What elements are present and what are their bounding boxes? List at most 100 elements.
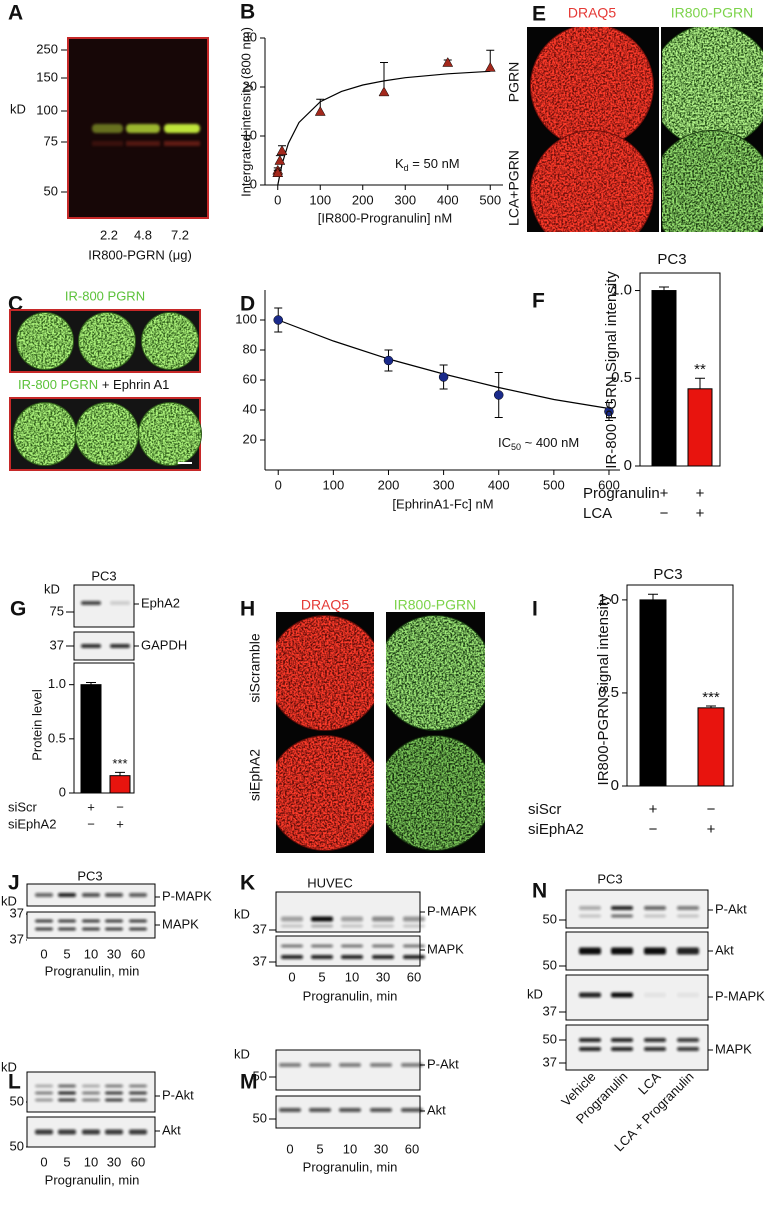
image-label: IR-800 PGRN: [65, 288, 145, 303]
unit-label: kD: [234, 1046, 250, 1061]
blot-band: [372, 955, 394, 959]
gel-band: [126, 124, 160, 133]
data-point: [604, 406, 614, 417]
marker-label: 75: [50, 603, 64, 618]
image-column: [386, 615, 485, 851]
panel-letter: D: [240, 293, 255, 316]
row-label: siEphA2: [247, 749, 263, 801]
blot-band: [579, 947, 601, 955]
blot-band: [644, 906, 666, 910]
row-label: siScramble: [247, 633, 263, 702]
annotation-part: K: [395, 156, 404, 171]
image-label-part: + Ephrin A1: [98, 377, 169, 392]
blot-band: [341, 924, 363, 928]
annotation: IC50 ~ 400 nM: [498, 435, 579, 452]
blot-label: P-MAPK: [715, 988, 765, 1003]
data-point: [276, 145, 288, 155]
blot-band: [110, 601, 130, 605]
marker-label: 37: [10, 931, 24, 946]
lane-label: 0: [286, 1141, 293, 1156]
panel-letter: M: [240, 1071, 258, 1094]
condition-mark: +: [696, 505, 705, 522]
data-point: [273, 315, 283, 325]
blot-band: [105, 1098, 123, 1102]
blot-label: EphA2: [141, 595, 180, 610]
panel-letter: L: [8, 1071, 21, 1094]
column-label: DRAQ5: [301, 597, 349, 613]
bar: [80, 684, 102, 794]
blot-label: P-Akt: [162, 1087, 194, 1102]
y-tick-label: 0.5: [611, 369, 632, 386]
blot-band: [644, 947, 666, 955]
marker-label: 50: [10, 1138, 24, 1153]
well-signal: [139, 403, 201, 465]
data-point: [442, 56, 454, 67]
lane-label: 60: [131, 946, 145, 961]
condition-mark: +: [116, 816, 124, 831]
blot-band: [579, 1047, 601, 1051]
well-signal: [276, 736, 374, 850]
blot-band: [579, 906, 601, 910]
blot-band: [105, 919, 123, 923]
condition-mark: −: [649, 821, 658, 838]
panel-letter: E: [532, 3, 546, 26]
blot-band: [129, 1084, 147, 1088]
marker-label: 50: [543, 911, 557, 926]
blot-band: [129, 1129, 147, 1135]
condition-label: siScr: [528, 801, 561, 818]
marker-label: 37: [253, 953, 267, 968]
blot-band: [82, 893, 100, 897]
gel-band: [92, 124, 123, 133]
condition-mark: +: [660, 485, 669, 502]
x-tick-label: 0: [274, 192, 281, 207]
blot-band: [129, 927, 147, 931]
blot-band: [644, 914, 666, 918]
unit-label: kD: [234, 906, 250, 921]
y-tick-label: 100: [235, 311, 257, 326]
blot-label: P-Akt: [715, 901, 747, 916]
condition-label: LCA: [583, 505, 612, 522]
blot-band: [403, 955, 425, 959]
lane-label: 10: [345, 969, 359, 984]
well-signal: [79, 313, 135, 369]
blot-title: PC3: [77, 868, 102, 883]
lane-label: 30: [376, 969, 390, 984]
blot-band: [35, 927, 53, 931]
well-signal: [276, 616, 374, 730]
blot-band: [129, 893, 147, 897]
blot-band: [82, 1091, 100, 1095]
blot-band: [611, 947, 633, 955]
blot-band: [677, 947, 699, 955]
lane-label: 10: [84, 946, 98, 961]
marker-label: 75: [44, 133, 58, 148]
y-tick-label: 0.5: [48, 730, 66, 745]
x-axis-label: [EphrinA1-Fc] nM: [392, 496, 493, 511]
blot-band: [372, 944, 394, 948]
unit-label: kD: [527, 986, 543, 1001]
y-tick-label: 1.0: [48, 676, 66, 691]
blot-band: [403, 916, 425, 922]
lane-label: 2.2: [100, 227, 118, 242]
condition-label: Progranulin: [583, 485, 660, 502]
condition-label: siEphA2: [8, 816, 56, 831]
y-tick-label: 1.0: [598, 591, 619, 608]
blot-label: Akt: [427, 1102, 446, 1117]
x-axis-label: [IR800-Progranulin] nM: [318, 210, 452, 225]
blot-band: [677, 992, 699, 998]
error-bar: [695, 377, 705, 389]
blot-band: [611, 992, 633, 998]
blot-band: [82, 927, 100, 931]
panel-letter: H: [240, 598, 255, 621]
x-tick-label: 100: [309, 192, 331, 207]
x-tick-label: 200: [352, 192, 374, 207]
lane-label: 60: [407, 969, 421, 984]
blot-band: [677, 1047, 699, 1051]
blot-band: [370, 1108, 392, 1112]
blot-band: [677, 914, 699, 918]
lane-label: 5: [316, 1141, 323, 1156]
y-tick-label: 1.0: [611, 282, 632, 299]
annotation-part: ~ 400 nM: [521, 435, 579, 450]
panel-letter: F: [532, 290, 545, 313]
x-tick-label: 400: [437, 192, 459, 207]
